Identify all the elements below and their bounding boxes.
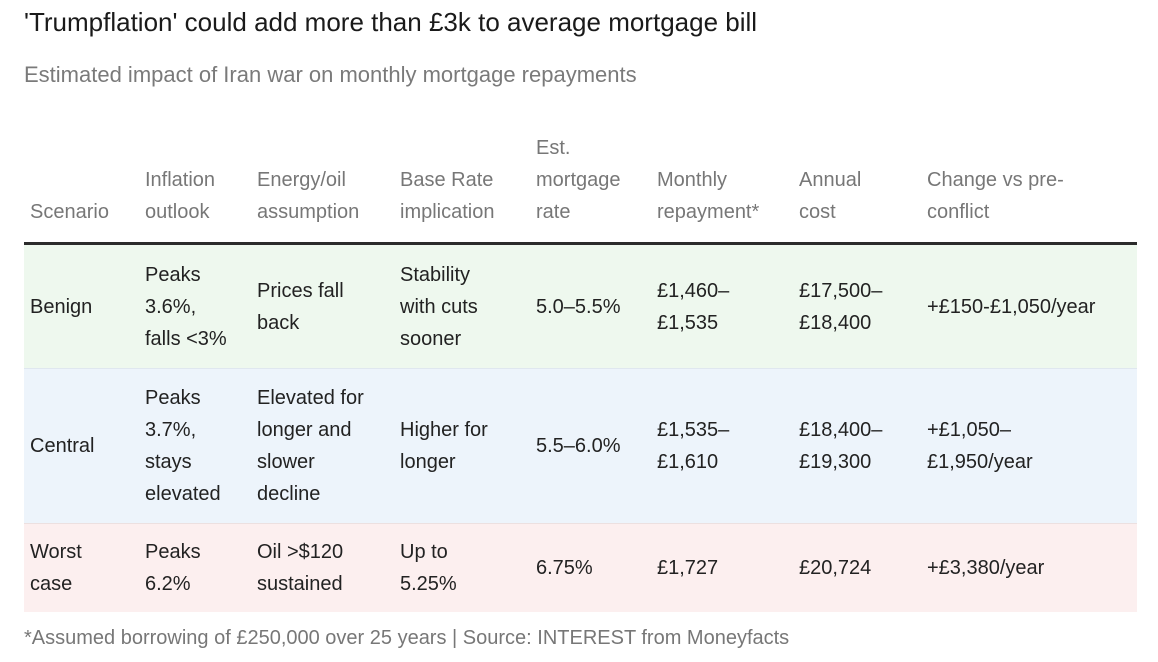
page-subtitle: Estimated impact of Iran war on monthly … [24,62,637,87]
table-row-benign: Benign Peaks 3.6%, falls <3% Prices fall… [24,243,1137,369]
header-base-rate-implication: Base Rate implication [394,130,530,245]
cell-change: +£3,380/year [921,523,1137,612]
cell-monthly-repayment: £1,460– £1,535 [651,243,793,369]
header-est-mortgage-rate: Est. mortgage rate [530,130,651,245]
header-monthly-repayment: Monthly repayment* [651,130,793,245]
cell-change: +£150-£1,050/year [921,243,1137,369]
cell-energy-assumption: Prices fall back [251,243,394,369]
header-inflation-outlook: Inflation outlook [139,130,251,245]
cell-scenario: Benign [24,243,139,369]
cell-inflation-outlook: Peaks 3.7%, stays elevated [139,368,251,524]
table-row-worst-case: Worst case Peaks 6.2% Oil >$120 sustaine… [24,523,1137,612]
cell-energy-assumption: Elevated for longer and slower decline [251,368,394,524]
cell-mortgage-rate: 5.5–6.0% [530,368,651,524]
cell-base-rate: Stability with cuts sooner [394,243,530,369]
table-row-central: Central Peaks 3.7%, stays elevated Eleva… [24,368,1137,524]
mortgage-scenarios-table: Scenario Inflation outlook Energy/oil as… [24,130,1137,612]
cell-inflation-outlook: Peaks 6.2% [139,523,251,612]
cell-base-rate: Higher for longer [394,368,530,524]
table-header-row: Scenario Inflation outlook Energy/oil as… [24,130,1137,245]
cell-scenario: Worst case [24,523,139,612]
cell-scenario: Central [24,368,139,524]
page-title: 'Trumpflation' could add more than £3k t… [24,7,758,37]
cell-base-rate: Up to 5.25% [394,523,530,612]
cell-annual-cost: £17,500– £18,400 [793,243,921,369]
cell-monthly-repayment: £1,727 [651,523,793,612]
cell-change: +£1,050– £1,950/year [921,368,1137,524]
header-energy-oil-assumption: Energy/oil assumption [251,130,394,245]
cell-annual-cost: £18,400– £19,300 [793,368,921,524]
cell-annual-cost: £20,724 [793,523,921,612]
cell-monthly-repayment: £1,535– £1,610 [651,368,793,524]
cell-inflation-outlook: Peaks 3.6%, falls <3% [139,243,251,369]
cell-mortgage-rate: 6.75% [530,523,651,612]
cell-mortgage-rate: 5.0–5.5% [530,243,651,369]
header-annual-cost: Annual cost [793,130,921,245]
header-scenario: Scenario [24,130,139,245]
header-change-vs-pre-conflict: Change vs pre- conflict [921,130,1137,245]
cell-energy-assumption: Oil >$120 sustained [251,523,394,612]
footnote-source: *Assumed borrowing of £250,000 over 25 y… [24,627,790,649]
